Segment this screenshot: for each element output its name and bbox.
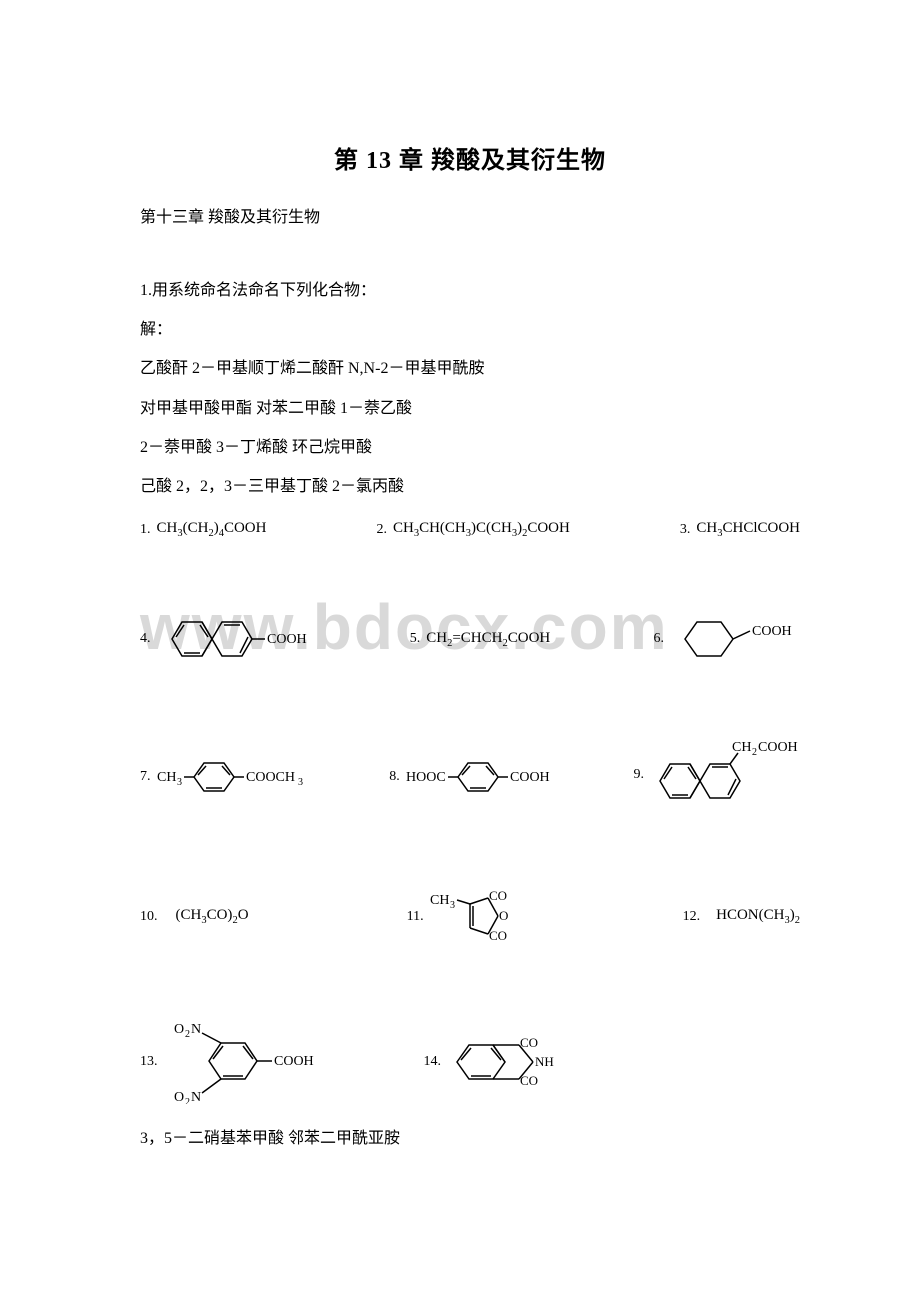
figure-4: 4. COOH <box>140 609 307 669</box>
figure-6: 6. COOH <box>654 609 801 669</box>
figure-row-1: 1. CH3(CH2)4COOH 2. CH3CH(CH3)C(CH3)2COO… <box>140 520 800 539</box>
figure-number: 2. <box>376 522 387 538</box>
svg-text:3: 3 <box>298 777 303 788</box>
figure-5: 5. CH2=CHCH2COOH <box>410 630 551 649</box>
figure-7: 7. CH 3 COOCH 3 <box>140 749 332 804</box>
formula-text: CH3CHClCOOH <box>696 520 800 539</box>
figure-row-2: 4. COOH <box>140 609 800 669</box>
figure-number: 7. <box>140 769 151 785</box>
figure-number: 1. <box>140 522 151 538</box>
svg-text:O: O <box>174 1090 184 1104</box>
svg-text:COOH: COOH <box>267 632 307 647</box>
figure-14: 14. CO NH CO <box>424 1027 578 1097</box>
svg-text:3: 3 <box>177 777 182 788</box>
figure-number: 9. <box>634 767 645 783</box>
svg-text:CO: CO <box>520 1035 538 1050</box>
formula-text: HCON(CH3)2 <box>716 907 800 926</box>
question-header: 1.用系统命名法命名下列化合物： <box>140 277 800 304</box>
left-label: CH <box>157 770 176 785</box>
formula-text: (CH3CO)2O <box>176 907 249 926</box>
figure-number: 12. <box>683 909 701 925</box>
figure-8: 8. HOOC COOH <box>389 749 576 804</box>
svg-text:2: 2 <box>185 1097 190 1104</box>
formula-text: CH2=CHCH2COOH <box>426 630 550 649</box>
methyl-benzoate-icon: CH 3 COOCH 3 <box>157 749 332 804</box>
svg-text:2: 2 <box>185 1029 190 1040</box>
terephthalic-icon: HOOC COOH <box>406 749 576 804</box>
final-names-line: 3，5－二硝基苯甲酸 邻苯二甲酰亚胺 <box>140 1124 800 1148</box>
document-page: 第 13 章 羧酸及其衍生物 第十三章 羧酸及其衍生物 1.用系统命名法命名下列… <box>0 0 920 1208</box>
dinitro-benzoic-icon: O 2 N O 2 N COOH <box>164 1019 334 1104</box>
names-line-3: 2－萘甲酸 3－丁烯酸 环己烷甲酸 <box>140 434 800 461</box>
figure-2: 2. CH3CH(CH3)C(CH3)2COOH <box>376 520 569 539</box>
figures-area: 1. CH3(CH2)4COOH 2. CH3CH(CH3)C(CH3)2COO… <box>140 520 800 1104</box>
naphthalene-ch2cooh-icon: CH 2 COOH <box>650 739 800 814</box>
figure-9: 9. CH 2 COOH <box>634 739 801 814</box>
figure-number: 10. <box>140 909 158 925</box>
svg-text:N: N <box>191 1022 201 1037</box>
answer-label: 解： <box>140 316 800 343</box>
svg-text:CH: CH <box>430 893 449 908</box>
svg-text:3: 3 <box>450 900 455 911</box>
figure-3: 3. CH3CHClCOOH <box>680 520 800 539</box>
svg-text:COOH: COOH <box>274 1054 314 1069</box>
figure-number: 4. <box>140 631 151 647</box>
svg-text:O: O <box>499 908 508 923</box>
phthalimide-icon: CO NH CO <box>447 1027 577 1097</box>
figure-row-4: 10. (CH3CO)2O 11. CH 3 <box>140 884 800 949</box>
svg-text:CH: CH <box>732 740 751 755</box>
figure-12: 12. HCON(CH3)2 <box>683 907 800 926</box>
formula-text: CH3CH(CH3)C(CH3)2COOH <box>393 520 570 539</box>
figure-number: 14. <box>424 1054 442 1070</box>
svg-text:CO: CO <box>489 888 507 903</box>
svg-text:COOH: COOH <box>752 624 792 639</box>
figure-number: 6. <box>654 631 665 647</box>
svg-text:COOH: COOH <box>758 740 798 755</box>
naphthalene-cooh-icon: COOH <box>157 609 307 669</box>
figure-row-5: 13. O 2 N O 2 N <box>140 1019 800 1104</box>
figure-11: 11. CH 3 CO O CO <box>407 884 525 949</box>
figure-13: 13. O 2 N O 2 N <box>140 1019 334 1104</box>
svg-text:HOOC: HOOC <box>406 770 446 785</box>
figure-number: 11. <box>407 909 424 925</box>
chapter-title: 第 13 章 羧酸及其衍生物 <box>140 140 800 175</box>
svg-text:CO: CO <box>520 1073 538 1088</box>
chapter-subtitle: 第十三章 羧酸及其衍生物 <box>140 203 800 227</box>
names-line-2: 对甲基甲酸甲酯 对苯二甲酸 1－萘乙酸 <box>140 395 800 422</box>
formula-text: CH3(CH2)4COOH <box>157 520 267 539</box>
figure-1: 1. CH3(CH2)4COOH <box>140 520 266 539</box>
names-line-1: 乙酸酐 2－甲基顺丁烯二酸酐 N,N-2－甲基甲酰胺 <box>140 355 800 382</box>
svg-text:COOCH: COOCH <box>246 770 295 785</box>
svg-text:CO: CO <box>489 928 507 943</box>
svg-text:N: N <box>191 1090 201 1104</box>
methyl-maleic-anhydride-icon: CH 3 CO O CO <box>430 884 525 949</box>
figure-number: 8. <box>389 769 400 785</box>
names-line-4: 己酸 2，2，3－三甲基丁酸 2－氯丙酸 <box>140 473 800 500</box>
figure-10: 10. (CH3CO)2O <box>140 907 249 926</box>
svg-text:COOH: COOH <box>510 770 550 785</box>
cyclohexane-cooh-icon: COOH <box>670 609 800 669</box>
figure-number: 13. <box>140 1054 158 1070</box>
figure-row-3: 7. CH 3 COOCH 3 8. <box>140 739 800 814</box>
figure-number: 3. <box>680 522 691 538</box>
svg-text:NH: NH <box>535 1054 554 1069</box>
svg-text:O: O <box>174 1022 184 1037</box>
figure-number: 5. <box>410 631 421 647</box>
svg-text:2: 2 <box>752 747 757 758</box>
